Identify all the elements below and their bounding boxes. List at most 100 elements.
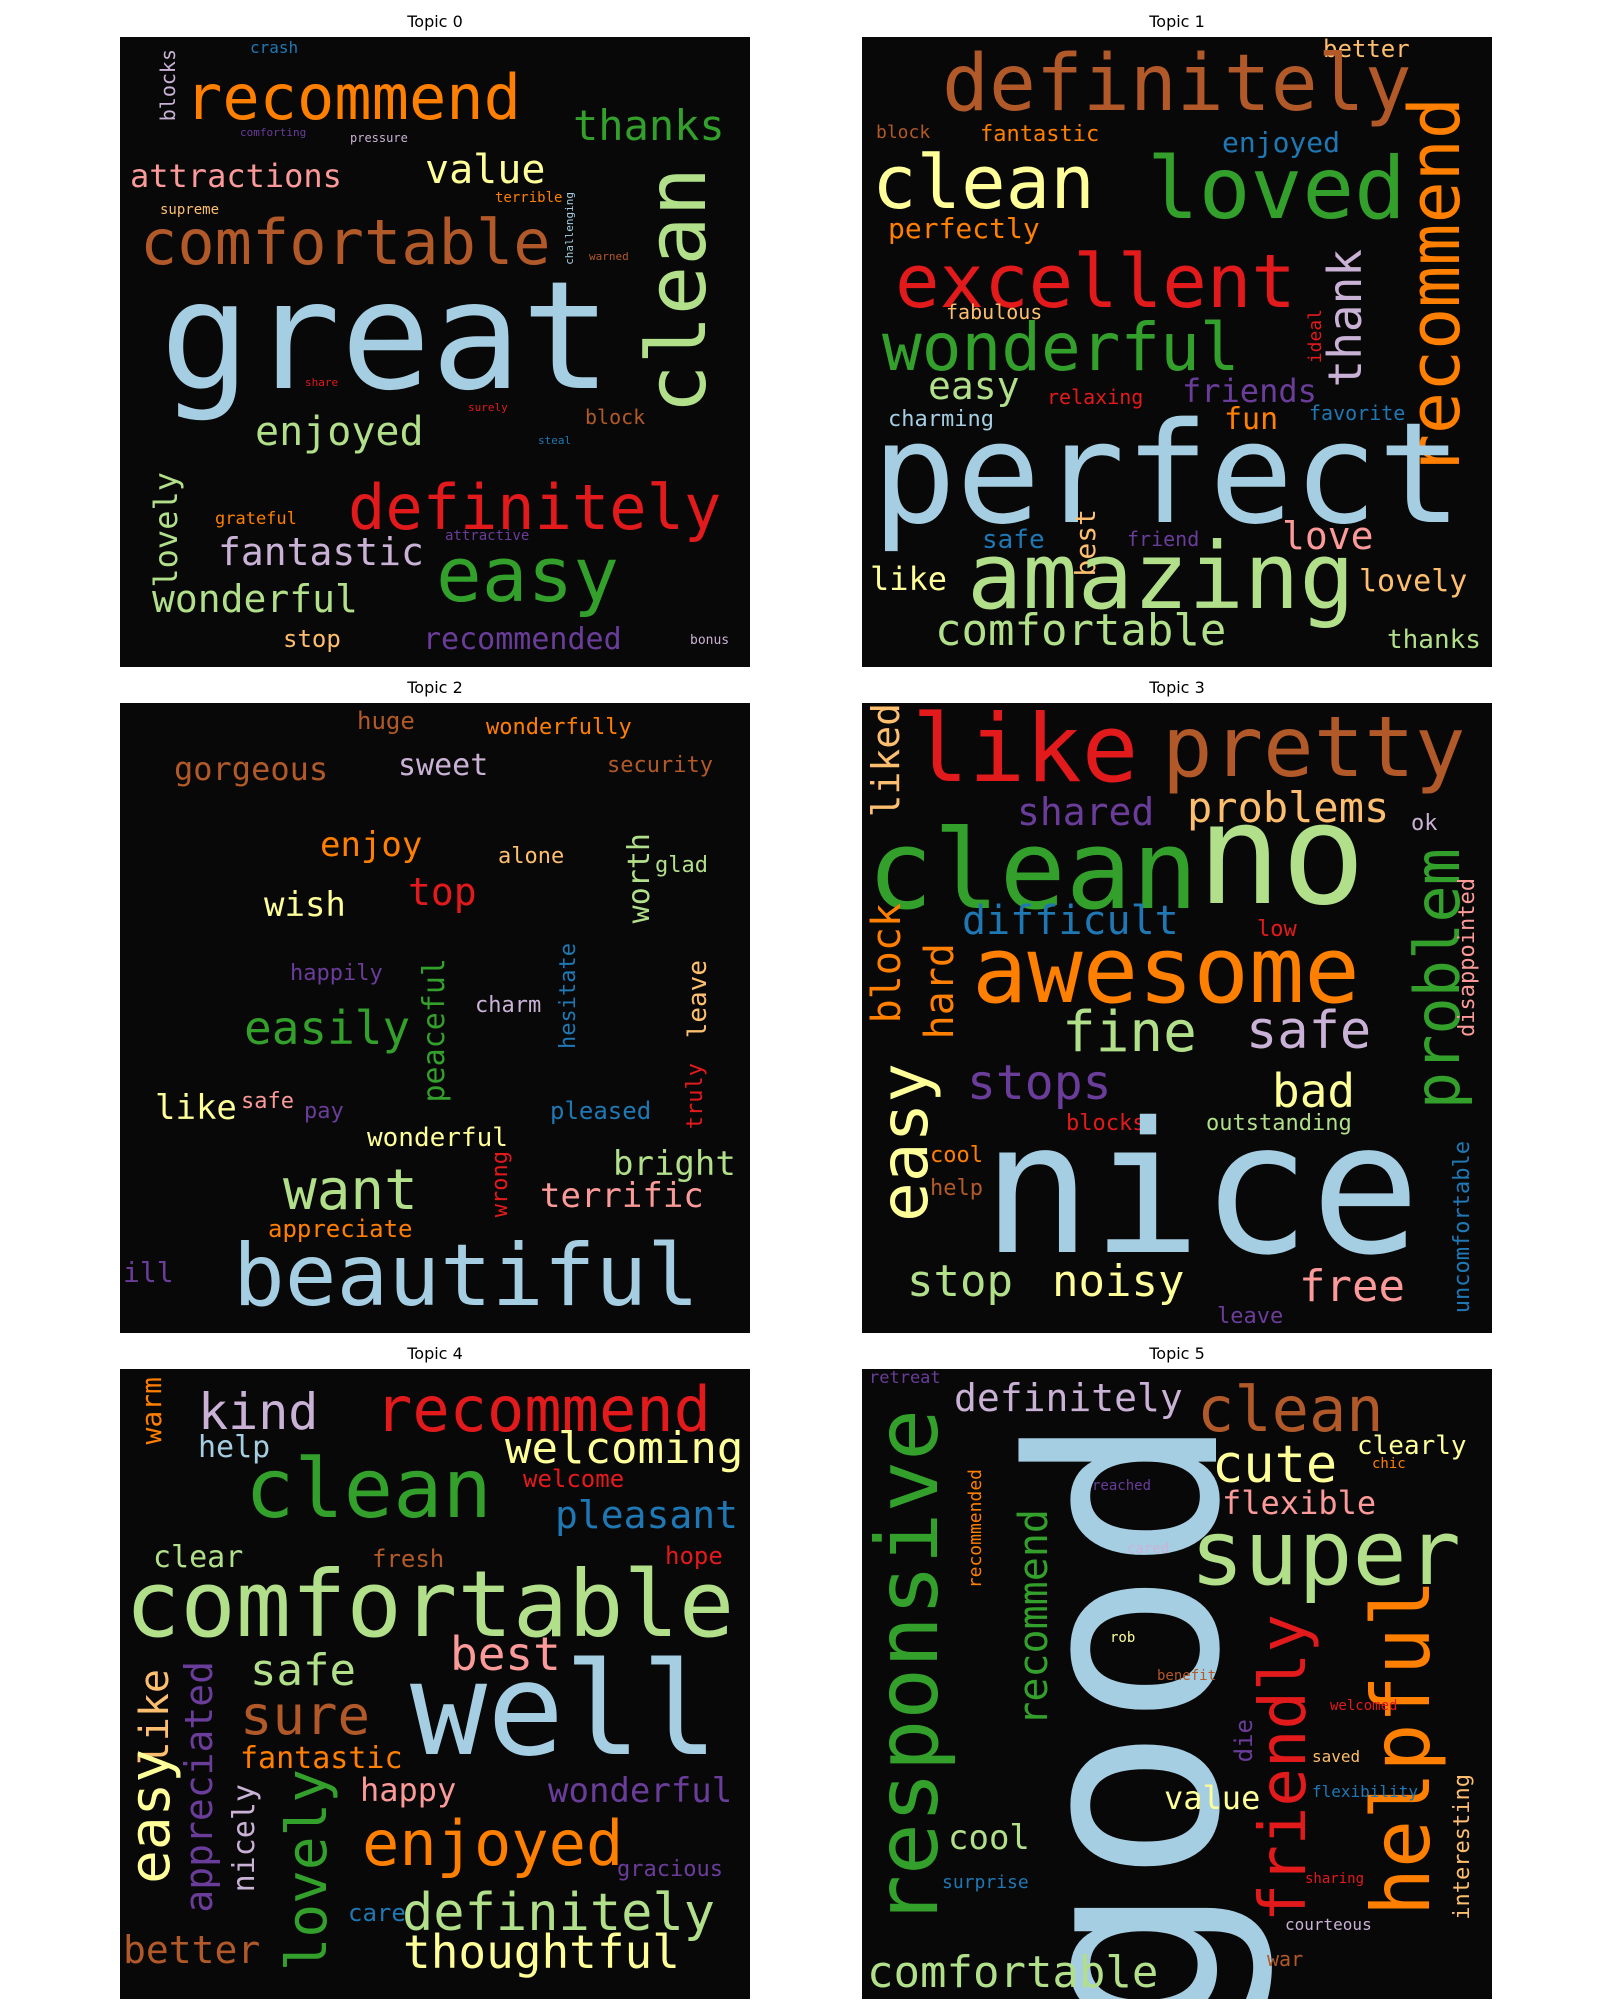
word-stop: stop bbox=[283, 625, 341, 653]
word-bright: bright bbox=[613, 1144, 736, 1184]
word-recommend: recommend bbox=[375, 1373, 711, 1446]
word-pressure: pressure bbox=[350, 131, 408, 145]
word-fantastic: fantastic bbox=[240, 1741, 403, 1776]
word-lovely: lovely bbox=[1359, 564, 1468, 599]
word-comfortable: comfortable bbox=[935, 605, 1227, 656]
word-appreciate: appreciate bbox=[268, 1215, 413, 1243]
word-ok: ok bbox=[1411, 811, 1438, 836]
word-cute: cute bbox=[1212, 1435, 1338, 1495]
word-beautiful: beautiful bbox=[233, 1226, 699, 1326]
word-thoughtful: thoughtful bbox=[403, 1925, 680, 1979]
word-like: like bbox=[870, 560, 948, 598]
word-safe: safe bbox=[241, 1089, 294, 1114]
word-helpful: helpful bbox=[1355, 1579, 1448, 1917]
word-amazing: amazing bbox=[967, 523, 1355, 630]
word-security: security bbox=[607, 753, 713, 778]
word-crash: crash bbox=[250, 38, 299, 57]
word-recommend: recommend bbox=[185, 61, 521, 134]
word-wonderful: wonderful bbox=[548, 1771, 733, 1811]
word-recommended: recommended bbox=[423, 622, 622, 657]
word-ill: ill bbox=[123, 1256, 174, 1289]
word-clean: clean bbox=[1197, 1373, 1384, 1446]
word-appreciated: appreciated bbox=[177, 1661, 221, 1913]
word-enjoyed: enjoyed bbox=[1222, 126, 1341, 159]
word-easily: easily bbox=[244, 1001, 411, 1055]
word-relaxing: relaxing bbox=[1047, 385, 1144, 409]
word-love: love bbox=[1282, 514, 1374, 558]
word-attractions: attractions bbox=[130, 157, 342, 195]
word-pleased: pleased bbox=[550, 1097, 652, 1125]
word-retreat: retreat bbox=[869, 1369, 941, 1388]
word-warm: warm bbox=[135, 1377, 168, 1445]
word-outstanding: outstanding bbox=[1206, 1111, 1352, 1136]
word-fantastic: fantastic bbox=[218, 530, 424, 574]
word-recommended: recommended bbox=[965, 1469, 986, 1589]
word-care: care bbox=[348, 1899, 406, 1927]
wordcloud-topic-4: warm kind recommend help welcoming clean… bbox=[120, 1369, 750, 1999]
word-pleasant: pleasant bbox=[555, 1493, 739, 1537]
word-wrong: wrong bbox=[488, 1151, 513, 1218]
word-supreme: supreme bbox=[160, 202, 220, 218]
word-clear: clear bbox=[153, 1540, 244, 1575]
word-welcome: welcome bbox=[523, 1465, 625, 1493]
word-loved: loved bbox=[1147, 139, 1406, 239]
word-difficult: difficult bbox=[962, 898, 1179, 944]
word-block: block bbox=[864, 903, 910, 1024]
word-leave: leave bbox=[683, 960, 713, 1039]
word-wonderful: wonderful bbox=[367, 1123, 508, 1153]
word-gorgeous: gorgeous bbox=[174, 750, 329, 788]
word-super: super bbox=[1190, 1501, 1461, 1606]
word-blocks: blocks bbox=[1066, 1111, 1146, 1136]
word-welcomed: welcomed bbox=[1330, 1698, 1398, 1714]
word-truly: truly bbox=[683, 1063, 708, 1130]
word-flexibility: flexibility bbox=[1312, 1782, 1418, 1801]
word-disappointed: disappointed bbox=[1455, 878, 1480, 1037]
panel-title-topic-4: Topic 4 bbox=[407, 1344, 463, 1363]
wordcloud-topic-0: crash blocks recommend thanks comforting… bbox=[120, 37, 750, 667]
word-terrific: terrific bbox=[540, 1176, 704, 1216]
word-stop: stop bbox=[907, 1256, 1013, 1307]
word-value: value bbox=[425, 147, 546, 193]
word-safe: safe bbox=[250, 1645, 356, 1696]
word-wish: wish bbox=[264, 885, 346, 925]
word-top: top bbox=[408, 870, 477, 914]
word-chic: chic bbox=[1372, 1456, 1406, 1472]
word-leave: leave bbox=[1217, 1304, 1284, 1329]
word-alone: alone bbox=[498, 844, 565, 869]
word-comfortable: comfortable bbox=[867, 1947, 1159, 1998]
word-hope: hope bbox=[665, 1542, 723, 1570]
word-enjoy: enjoy bbox=[320, 825, 423, 865]
panel-title-topic-0: Topic 0 bbox=[407, 12, 463, 31]
word-sweet: sweet bbox=[398, 748, 489, 783]
word-definitely: definitely bbox=[942, 39, 1412, 129]
word-low: low bbox=[1257, 917, 1297, 942]
word-nice: nice bbox=[982, 1083, 1421, 1295]
word-definitely: definitely bbox=[954, 1376, 1183, 1420]
word-stops: stops bbox=[967, 1055, 1112, 1111]
word-terrible: terrible bbox=[495, 190, 563, 206]
word-cared: cared bbox=[1127, 1541, 1170, 1557]
word-better: better bbox=[1323, 37, 1410, 63]
word-clean: clean bbox=[245, 1442, 492, 1537]
word-sure: sure bbox=[240, 1684, 371, 1747]
word-free: free bbox=[1299, 1261, 1405, 1312]
word-charming: charming bbox=[888, 407, 994, 432]
word-safe: safe bbox=[982, 525, 1045, 555]
word-value: value bbox=[1164, 1779, 1261, 1817]
word-great: great bbox=[160, 250, 612, 424]
word-easy: easy bbox=[120, 1749, 183, 1884]
word-fresh: fresh bbox=[372, 1545, 445, 1573]
word-pay: pay bbox=[304, 1099, 344, 1124]
word-easy: easy bbox=[436, 530, 620, 619]
word-blocks: blocks bbox=[156, 49, 180, 122]
word-thank: thank bbox=[1318, 249, 1372, 388]
word-block: block bbox=[585, 405, 646, 429]
word-excellent: excellent bbox=[895, 239, 1296, 325]
word-fabulous: fabulous bbox=[946, 300, 1043, 324]
word-share: share bbox=[305, 376, 339, 389]
word-grateful: grateful bbox=[215, 509, 297, 529]
word-worth: worth bbox=[622, 833, 657, 924]
word-perfectly: perfectly bbox=[888, 212, 1040, 245]
panel-title-topic-2: Topic 2 bbox=[407, 678, 463, 697]
word-cool: cool bbox=[930, 1143, 983, 1168]
